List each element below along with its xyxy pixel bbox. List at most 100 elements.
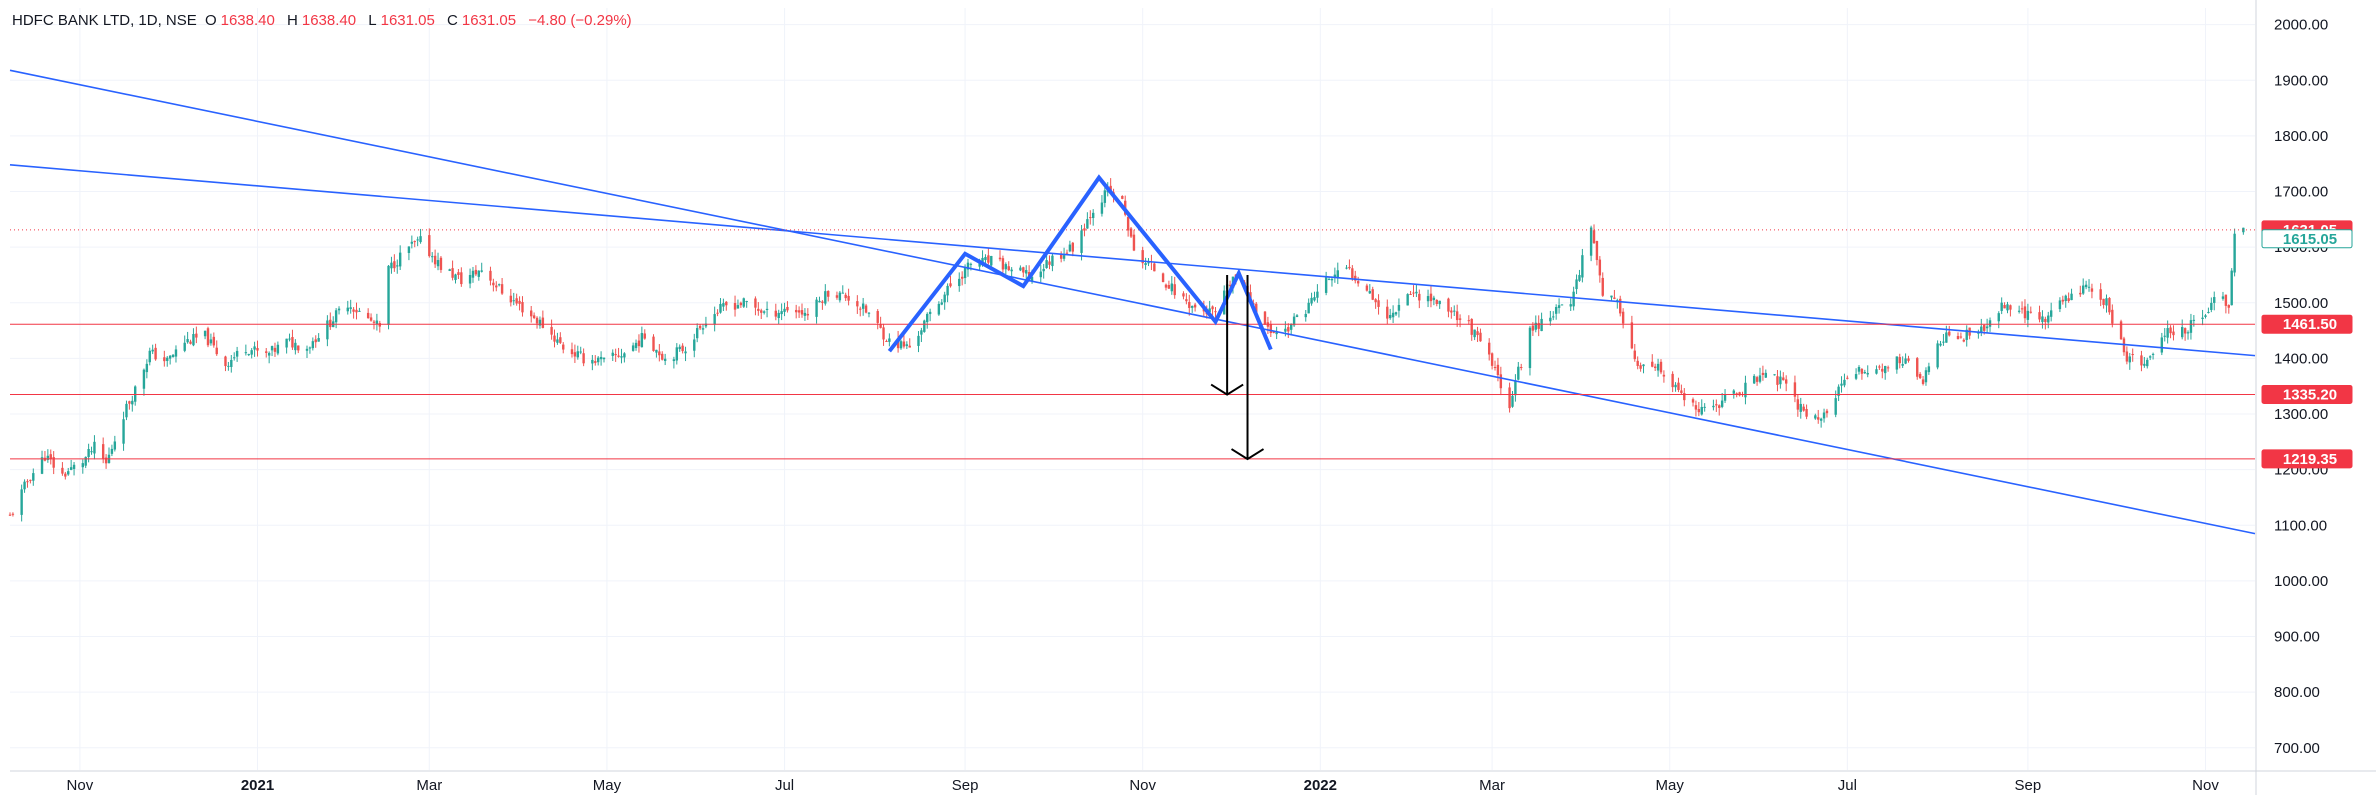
candle-body bbox=[1455, 311, 1459, 321]
level-price-label: 1461.50 bbox=[2283, 316, 2337, 333]
candle-body bbox=[716, 312, 719, 314]
candle-body bbox=[224, 356, 227, 367]
candle-body bbox=[762, 311, 766, 313]
candle-body bbox=[2140, 355, 2143, 366]
candle-body bbox=[614, 353, 617, 356]
candle-body bbox=[2023, 306, 2027, 319]
candle-body bbox=[337, 308, 341, 311]
candle-body bbox=[393, 261, 396, 269]
candle-body bbox=[1188, 302, 1191, 308]
candle-body bbox=[596, 357, 600, 363]
candle-body bbox=[1374, 299, 1377, 303]
candle-body bbox=[882, 327, 885, 340]
candle-body bbox=[1103, 190, 1107, 203]
candle-body bbox=[579, 351, 582, 353]
candle-body bbox=[2111, 309, 2114, 324]
candle-body bbox=[1875, 369, 1878, 374]
candle-body bbox=[1068, 244, 1072, 252]
candle-body bbox=[559, 337, 562, 343]
candle-body bbox=[1453, 310, 1456, 312]
candle-body bbox=[553, 335, 556, 342]
candle-body bbox=[1633, 350, 1636, 360]
candle-body bbox=[1100, 202, 1104, 214]
candle-body bbox=[620, 356, 623, 358]
candle-body bbox=[1089, 217, 1092, 219]
candle-body bbox=[1857, 367, 1861, 372]
level-price-label: 1219.35 bbox=[2283, 451, 2337, 468]
candle-body bbox=[987, 255, 990, 263]
x-tick-label: Jul bbox=[775, 777, 794, 794]
candle-body bbox=[765, 308, 769, 310]
candle-body bbox=[20, 489, 23, 515]
candle-body bbox=[1752, 375, 1756, 384]
candle-body bbox=[1520, 367, 1523, 369]
candle-body bbox=[1476, 331, 1479, 336]
candle-body bbox=[2087, 286, 2091, 288]
candle-body bbox=[1656, 363, 1660, 371]
candle-body bbox=[355, 309, 358, 313]
candle-body bbox=[1866, 372, 1869, 375]
candle-body bbox=[1004, 264, 1008, 270]
close-value: 1631.05 bbox=[461, 12, 517, 29]
level-price-label-bg bbox=[2261, 314, 2353, 334]
candle-body bbox=[815, 299, 818, 317]
candle-body bbox=[1825, 410, 1829, 414]
candle-body bbox=[1895, 356, 1899, 370]
y-tick-label: 1100.00 bbox=[2274, 517, 2327, 534]
candle-body bbox=[681, 345, 684, 352]
candle-body bbox=[1365, 285, 1369, 291]
candle-body bbox=[794, 309, 798, 313]
candle-body bbox=[1141, 250, 1144, 264]
candle-body bbox=[40, 457, 44, 474]
candle-body bbox=[2038, 312, 2041, 320]
candle-body bbox=[1447, 298, 1450, 312]
candle-body bbox=[512, 300, 515, 302]
candle-body bbox=[701, 328, 705, 330]
candle-body bbox=[1289, 323, 1293, 330]
candle-body bbox=[1674, 384, 1677, 388]
candle-body bbox=[1884, 365, 1887, 374]
candle-body bbox=[349, 307, 352, 309]
candle-body bbox=[451, 268, 454, 278]
y-tick-label: 1400.00 bbox=[2274, 350, 2328, 367]
candle-body bbox=[1345, 267, 1348, 269]
candle-body bbox=[387, 265, 390, 325]
candle-body bbox=[573, 352, 577, 357]
candle-body bbox=[905, 344, 909, 346]
candle-body bbox=[1720, 400, 1724, 407]
candle-body bbox=[428, 235, 431, 257]
y-tick-label: 700.00 bbox=[2274, 740, 2320, 757]
candle-body bbox=[2131, 354, 2134, 356]
candle-body bbox=[471, 270, 475, 278]
candle-body bbox=[1732, 390, 1735, 394]
candle-body bbox=[1980, 326, 1983, 333]
candle-body bbox=[515, 298, 518, 304]
candle-body bbox=[329, 319, 332, 328]
candle-body bbox=[1269, 324, 1273, 334]
candle-body bbox=[719, 303, 722, 313]
candle-body bbox=[1059, 254, 1063, 259]
candle-body bbox=[113, 441, 117, 450]
candle-body bbox=[1499, 374, 1503, 389]
candle-body bbox=[1659, 361, 1663, 373]
candle-body bbox=[949, 283, 952, 287]
candle-body bbox=[2242, 227, 2245, 233]
candle-body bbox=[1182, 293, 1185, 297]
candle-body bbox=[81, 463, 84, 468]
candle-body bbox=[2166, 328, 2169, 338]
candle-body bbox=[1263, 311, 1267, 325]
candle-body bbox=[2224, 294, 2228, 306]
trendline bbox=[9, 69, 2256, 535]
candle-body bbox=[1683, 393, 1686, 401]
candle-body bbox=[958, 278, 961, 287]
candle-body bbox=[87, 449, 90, 458]
candle-body bbox=[352, 309, 355, 312]
candle-body bbox=[2047, 315, 2050, 323]
x-tick-label: Sep bbox=[952, 777, 979, 794]
candle-body bbox=[1712, 405, 1715, 408]
candle-body bbox=[1496, 364, 1500, 376]
candle-body bbox=[928, 311, 932, 315]
candle-body bbox=[2183, 328, 2187, 334]
